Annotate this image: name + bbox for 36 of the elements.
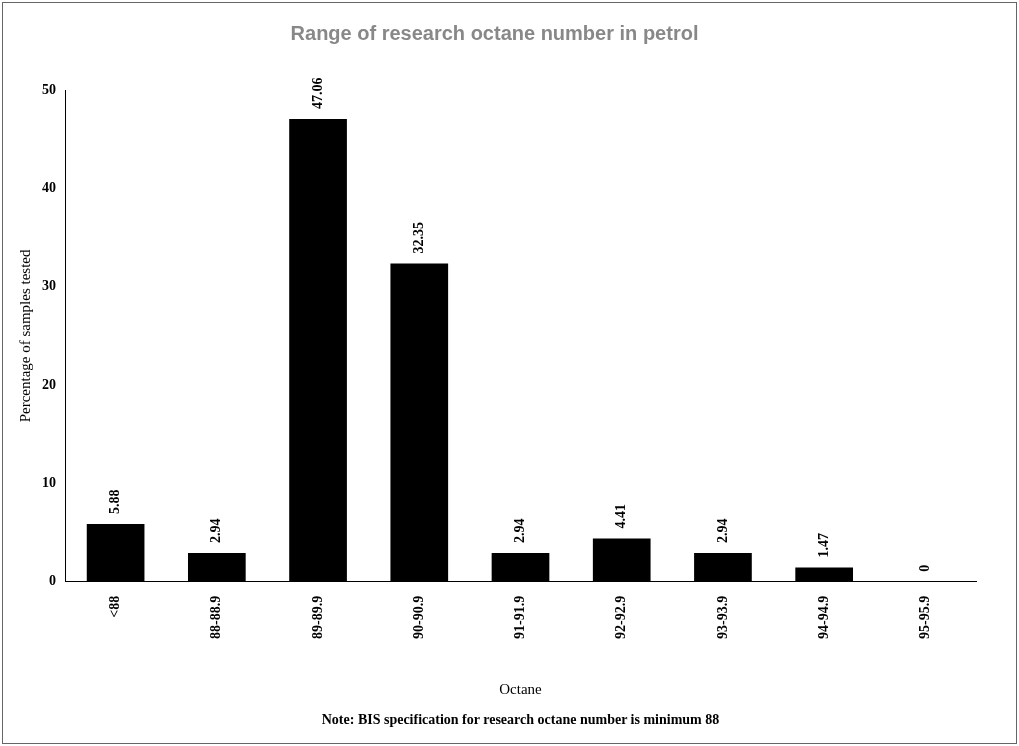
x-tick-label: 95-95.9	[917, 595, 932, 640]
y-tick-label: 50	[42, 81, 56, 97]
x-tick-label: 89-89.9	[309, 595, 325, 640]
x-tick-label: <88	[107, 595, 123, 618]
data-label: 47.06	[309, 77, 325, 109]
y-axis-title: Percentage of samples tested	[16, 249, 33, 423]
data-label: 0	[917, 564, 932, 572]
bar	[187, 552, 246, 582]
chart-title: Range of research octane number in petrol	[290, 21, 699, 44]
data-label: 2.94	[512, 518, 528, 543]
y-tick-label: 40	[42, 179, 56, 195]
bar	[694, 552, 752, 582]
bar	[795, 567, 854, 582]
y-tick-label: 30	[42, 278, 56, 294]
bar	[289, 118, 347, 582]
data-label: 5.88	[107, 489, 123, 514]
data-label: 2.94	[208, 518, 224, 543]
x-axis-title: Octane	[499, 680, 543, 697]
y-tick-label: 10	[42, 475, 56, 491]
y-tick-label: 20	[42, 376, 56, 392]
data-label: 32.35	[410, 222, 426, 254]
x-tick-label: 93-93.9	[714, 595, 730, 640]
data-label: 1.47	[815, 532, 831, 558]
y-tick-label: 0	[49, 573, 56, 589]
x-tick-label: 90-90.9	[410, 595, 426, 640]
bar	[390, 263, 449, 582]
text: Note: BIS specification for research octane number is minimum 88	[321, 711, 720, 727]
bar	[592, 538, 651, 582]
data-label: 4.41	[613, 503, 629, 529]
x-tick-label: 94-94.9	[815, 595, 831, 640]
data-label: 2.94	[714, 518, 730, 543]
x-tick-label: 88-88.9	[208, 595, 224, 640]
bar	[491, 552, 550, 582]
x-tick-label: 92-92.9	[613, 595, 629, 640]
x-tick-label: 91-91.9	[512, 595, 528, 640]
bar	[86, 524, 145, 582]
